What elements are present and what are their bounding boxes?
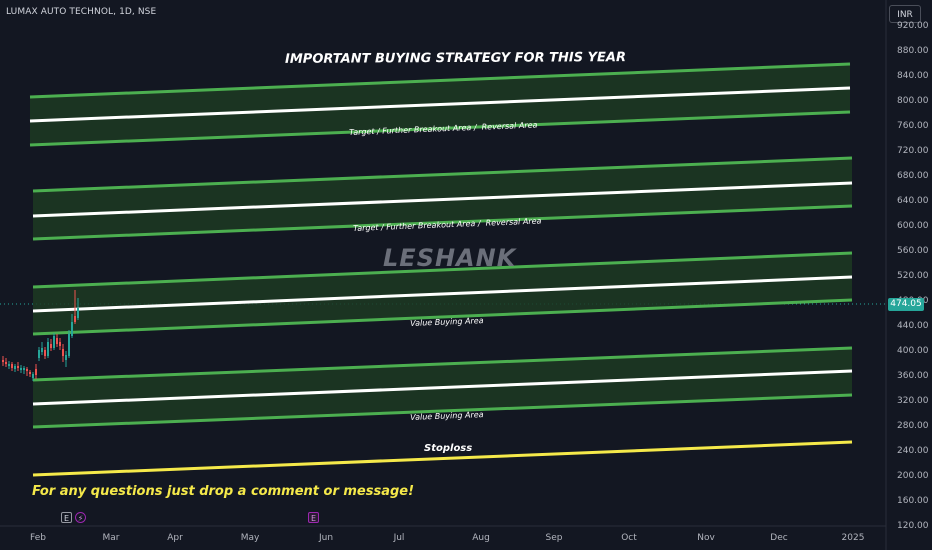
candle-body bbox=[20, 368, 22, 370]
price-tick: 280.00 bbox=[897, 421, 929, 431]
symbol-title[interactable]: LUMAX AUTO TECHNOL, 1D, NSE bbox=[6, 7, 157, 17]
zone-target-upper-top bbox=[29, 62, 851, 99]
price-tick: 840.00 bbox=[897, 71, 929, 81]
dividend-marker-icon[interactable]: ⚡ bbox=[75, 512, 86, 523]
zone-target-lower-mid bbox=[32, 181, 853, 218]
candle-body bbox=[62, 349, 64, 356]
candle-body bbox=[53, 336, 55, 348]
price-tick: 160.00 bbox=[897, 496, 929, 506]
zone-value-lower-top bbox=[32, 346, 853, 382]
candle-body bbox=[71, 322, 73, 336]
price-tick: 520.00 bbox=[897, 271, 929, 281]
time-tick: Dec bbox=[770, 533, 788, 543]
earnings-marker-icon[interactable]: E bbox=[308, 512, 319, 523]
candle-body bbox=[44, 350, 46, 356]
price-tick: 800.00 bbox=[897, 96, 929, 106]
candle-body bbox=[59, 342, 61, 346]
currency-button[interactable]: INR bbox=[889, 5, 921, 23]
candle-body bbox=[77, 308, 79, 318]
zone-target-upper[interactable] bbox=[29, 62, 851, 147]
candle-body bbox=[50, 344, 52, 348]
zone-value-upper[interactable] bbox=[32, 251, 853, 336]
zone-target-lower-bottom bbox=[32, 204, 853, 241]
price-tick: 600.00 bbox=[897, 221, 929, 231]
candle-body bbox=[35, 369, 37, 375]
candle-body bbox=[32, 374, 34, 378]
candle-body bbox=[56, 338, 58, 344]
zone-value-upper-top bbox=[32, 251, 853, 289]
zone-value-lower-bottom bbox=[32, 393, 853, 429]
time-tick: Jun bbox=[318, 533, 334, 543]
candle-body bbox=[14, 366, 16, 369]
author-watermark: LESHANK bbox=[383, 244, 517, 272]
price-tick: 880.00 bbox=[897, 46, 929, 56]
candle-body bbox=[5, 362, 7, 364]
candle-body bbox=[8, 364, 10, 366]
candle-body bbox=[74, 316, 76, 322]
zone-target-lower-top bbox=[32, 156, 853, 193]
time-tick: Nov bbox=[697, 533, 715, 543]
earnings-marker-icon[interactable]: E bbox=[61, 512, 72, 523]
candle-body bbox=[41, 348, 43, 352]
time-tick: Aug bbox=[472, 533, 490, 543]
candles bbox=[2, 290, 79, 381]
zone-target-lower[interactable] bbox=[32, 156, 853, 241]
stoploss-line[interactable] bbox=[32, 440, 853, 477]
zone-value-upper-mid bbox=[32, 275, 853, 313]
time-tick: Jul bbox=[393, 533, 405, 543]
price-tick: 320.00 bbox=[897, 396, 929, 406]
current-price-badge: 474.05 bbox=[888, 298, 924, 311]
candle-body bbox=[23, 368, 25, 370]
candle-body bbox=[17, 366, 19, 368]
price-tick: 440.00 bbox=[897, 321, 929, 331]
price-tick: 400.00 bbox=[897, 346, 929, 356]
price-tick: 720.00 bbox=[897, 146, 929, 156]
price-tick: 560.00 bbox=[897, 246, 929, 256]
candle-body bbox=[29, 372, 31, 374]
time-tick: May bbox=[240, 533, 260, 543]
time-tick: Sep bbox=[545, 533, 563, 543]
candle-body bbox=[47, 342, 49, 356]
time-tick: Feb bbox=[30, 533, 46, 543]
price-tick: 240.00 bbox=[897, 446, 929, 456]
zone-target-upper-bottom bbox=[29, 110, 851, 147]
price-tick: 360.00 bbox=[897, 371, 929, 381]
zone-value-lower-mid bbox=[32, 369, 853, 406]
price-tick: 680.00 bbox=[897, 171, 929, 181]
zone-value-upper-bottom bbox=[32, 298, 853, 336]
price-tick: 120.00 bbox=[897, 521, 929, 531]
strategy-title[interactable]: IMPORTANT BUYING STRATEGY FOR THIS YEAR bbox=[284, 50, 627, 67]
price-tick: 760.00 bbox=[897, 121, 929, 131]
price-tick: 920.00 bbox=[897, 21, 929, 31]
candle-body bbox=[26, 369, 28, 371]
candle-body bbox=[65, 355, 67, 360]
candle-body bbox=[11, 364, 13, 368]
price-tick: 200.00 bbox=[897, 471, 929, 481]
time-tick: 2025 bbox=[841, 533, 865, 543]
zone-target-upper-mid bbox=[29, 86, 851, 123]
candle-body bbox=[68, 334, 70, 356]
candle-body bbox=[2, 360, 4, 362]
candle-body bbox=[38, 350, 40, 358]
footer-message[interactable]: For any questions just drop a comment or… bbox=[32, 484, 415, 499]
zone-value-lower[interactable] bbox=[32, 346, 853, 429]
price-tick: 640.00 bbox=[897, 196, 929, 206]
time-tick: Oct bbox=[621, 533, 637, 543]
time-tick: Apr bbox=[167, 533, 183, 543]
stoploss-label[interactable]: Stoploss bbox=[424, 443, 473, 454]
time-tick: Mar bbox=[102, 533, 120, 543]
